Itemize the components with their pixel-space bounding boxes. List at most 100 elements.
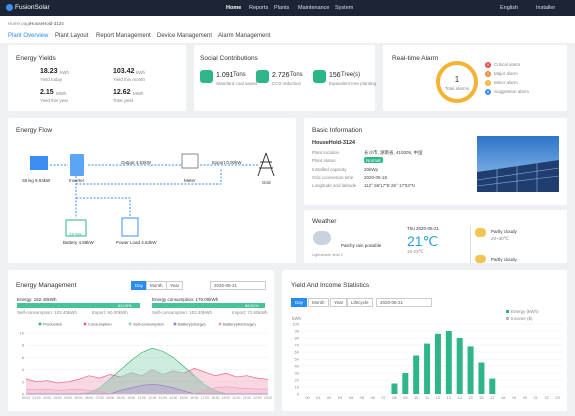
nav-item[interactable]: Home (226, 5, 242, 11)
flow-load: Power Load 4.63kW (116, 240, 157, 245)
energy-flow-card (8, 118, 296, 263)
tab[interactable]: Device Management (157, 33, 213, 39)
y-tick-label: 0 (22, 392, 25, 397)
weather-temp: 21℃ (407, 233, 439, 249)
nav-item[interactable]: System (335, 5, 354, 11)
x-tick-label: 17 (490, 395, 495, 400)
weather-now: Patchy rain possible (341, 243, 382, 248)
area (26, 369, 268, 394)
kpi-label: Yield today (40, 77, 63, 82)
y-tick-label: 10 (295, 385, 300, 390)
x-tick-label: 20:00 (232, 396, 240, 400)
legend-label: Energy (kWh) (511, 309, 539, 314)
kpi-label: Total yield (113, 98, 134, 103)
flow-diagram (30, 152, 275, 237)
kpi-value: 103.42 (113, 68, 135, 75)
x-tick-label: 01 (316, 395, 321, 400)
alarm-label: Suggestion alarm (494, 89, 530, 94)
tab[interactable]: Plant Layout (55, 33, 89, 39)
legend-swatch (173, 322, 177, 326)
flow-lines (50, 164, 258, 218)
nav-item[interactable]: Maintenance (298, 5, 330, 11)
y-tick-label: 80 (295, 336, 300, 341)
legend-label: Consumption (88, 322, 112, 327)
period-tab[interactable]: Year (166, 281, 184, 290)
x-tick-label: 19:00 (222, 396, 230, 400)
x-tick-label: 14:00 (169, 396, 177, 400)
nav-item[interactable]: Reports (249, 5, 269, 11)
date-picker[interactable]: 2020-05-21 (210, 281, 266, 290)
x-tick-label: 14 (457, 395, 462, 400)
header-area (0, 16, 575, 43)
card-title: Basic Information (312, 127, 363, 134)
legend-label: Battery(charge) (178, 322, 206, 327)
nav-item[interactable]: Plants (274, 5, 290, 11)
kpi-value: 12.62 (113, 89, 131, 96)
legend-label: Production (43, 322, 62, 327)
x-tick-label: 16 (479, 395, 484, 400)
panel-lines (477, 163, 559, 192)
language[interactable]: English (500, 5, 519, 11)
card-title: Energy Yields (16, 55, 56, 62)
tab[interactable]: Alarm Management (218, 33, 271, 39)
kpi-value: 2.726 (272, 72, 290, 79)
y-tick-label: 60 (295, 350, 300, 355)
flow-inverter: Inverter (69, 178, 85, 183)
tab[interactable]: Plant Overview (8, 33, 49, 39)
area (26, 384, 268, 394)
kpi-value: 18.23 (40, 68, 58, 75)
x-tick-label: 10 (414, 395, 419, 400)
area (26, 386, 268, 394)
user[interactable]: Installer (536, 5, 556, 11)
kpi-value: 156 (329, 72, 341, 79)
info-value: 2020-05-18 (364, 175, 388, 180)
em-self: Self-consumption: 102.40kWh (152, 310, 213, 315)
period-tab[interactable]: Year (330, 298, 348, 307)
date-picker[interactable]: 2020-05-21 (376, 298, 432, 307)
x-tick-label: 13:00 (159, 396, 167, 400)
x-tick-label: 12 (436, 395, 441, 400)
meter-icon (181, 153, 199, 169)
legend-swatch (218, 322, 222, 326)
period-tab[interactable]: Day (291, 298, 308, 307)
info-key: Grid connection time (312, 175, 354, 180)
legend-label: Income ($) (511, 316, 533, 321)
info-key: Longitude and latitude (312, 183, 357, 188)
kpi-unit: MWh (133, 91, 144, 96)
period-tab[interactable]: Lifecycle (347, 298, 373, 307)
kpi-label: Yield this year (40, 98, 69, 103)
em-bar (152, 303, 265, 308)
bar (489, 378, 496, 394)
alarm-count: 1 (485, 80, 491, 86)
em-self: Self-consumption: 102.40kWh (17, 310, 78, 315)
y-tick-label: 40 (295, 364, 300, 369)
x-tick-label: 18:00 (211, 396, 219, 400)
weather-note: Light drizzle: level 2 (312, 253, 343, 257)
period-tab[interactable]: Month (308, 298, 329, 307)
info-value: 长沙市, 湖南省, 410005, 中国 (364, 150, 423, 155)
panels (477, 160, 559, 192)
co2-icon (256, 70, 269, 83)
legend-label: Battery(discharge) (223, 322, 256, 327)
x-tick-label: 10:00 (127, 396, 135, 400)
y-tick-label: 2 (22, 379, 25, 384)
breadcrumb[interactable]: Home page (8, 21, 32, 26)
x-tick-label: 19 (512, 395, 517, 400)
x-tick-label: 05 (360, 395, 365, 400)
card-title: Energy Management (16, 282, 77, 289)
y-tick-label: 30 (295, 371, 300, 376)
load-icon (121, 217, 139, 237)
x-tick-label: 02:00 (43, 396, 51, 400)
logo[interactable]: FusionSolar (15, 4, 50, 11)
legend-swatch (83, 322, 87, 326)
weather-card (304, 210, 567, 263)
tab[interactable]: Report Management (96, 33, 151, 39)
tree-icon (313, 70, 326, 83)
x-tick-label: 03 (338, 395, 343, 400)
kpi-label: Equivalent tree planting (329, 81, 377, 86)
x-tick-label: 13 (447, 395, 452, 400)
info-key: Installed capacity (312, 167, 347, 172)
bar (391, 383, 398, 394)
